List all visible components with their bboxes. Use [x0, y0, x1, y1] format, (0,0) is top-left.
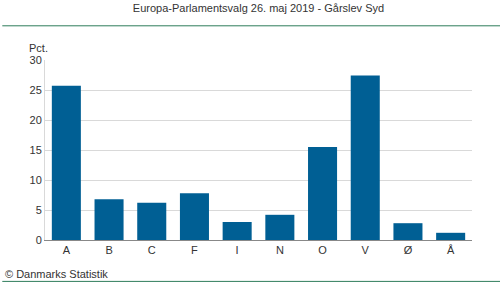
svg-text:F: F — [191, 244, 198, 256]
svg-text:25: 25 — [30, 84, 42, 96]
svg-text:10: 10 — [30, 174, 42, 186]
svg-text:15: 15 — [30, 144, 42, 156]
svg-text:0: 0 — [36, 234, 42, 246]
svg-text:Å: Å — [447, 244, 455, 256]
svg-text:Ø: Ø — [404, 244, 413, 256]
svg-text:C: C — [148, 244, 156, 256]
svg-text:V: V — [362, 244, 370, 256]
svg-text:Pct.: Pct. — [29, 42, 48, 54]
svg-text:Europa-Parlamentsvalg 26. maj: Europa-Parlamentsvalg 26. maj 2019 - Går… — [133, 2, 384, 14]
svg-text:O: O — [318, 244, 327, 256]
svg-text:N: N — [276, 244, 284, 256]
svg-text:B: B — [105, 244, 112, 256]
svg-text:5: 5 — [36, 204, 42, 216]
svg-text:© Danmarks Statistik: © Danmarks Statistik — [5, 268, 108, 280]
svg-text:I: I — [236, 244, 239, 256]
svg-text:20: 20 — [30, 114, 42, 126]
svg-text:30: 30 — [30, 54, 42, 66]
svg-text:A: A — [63, 244, 71, 256]
